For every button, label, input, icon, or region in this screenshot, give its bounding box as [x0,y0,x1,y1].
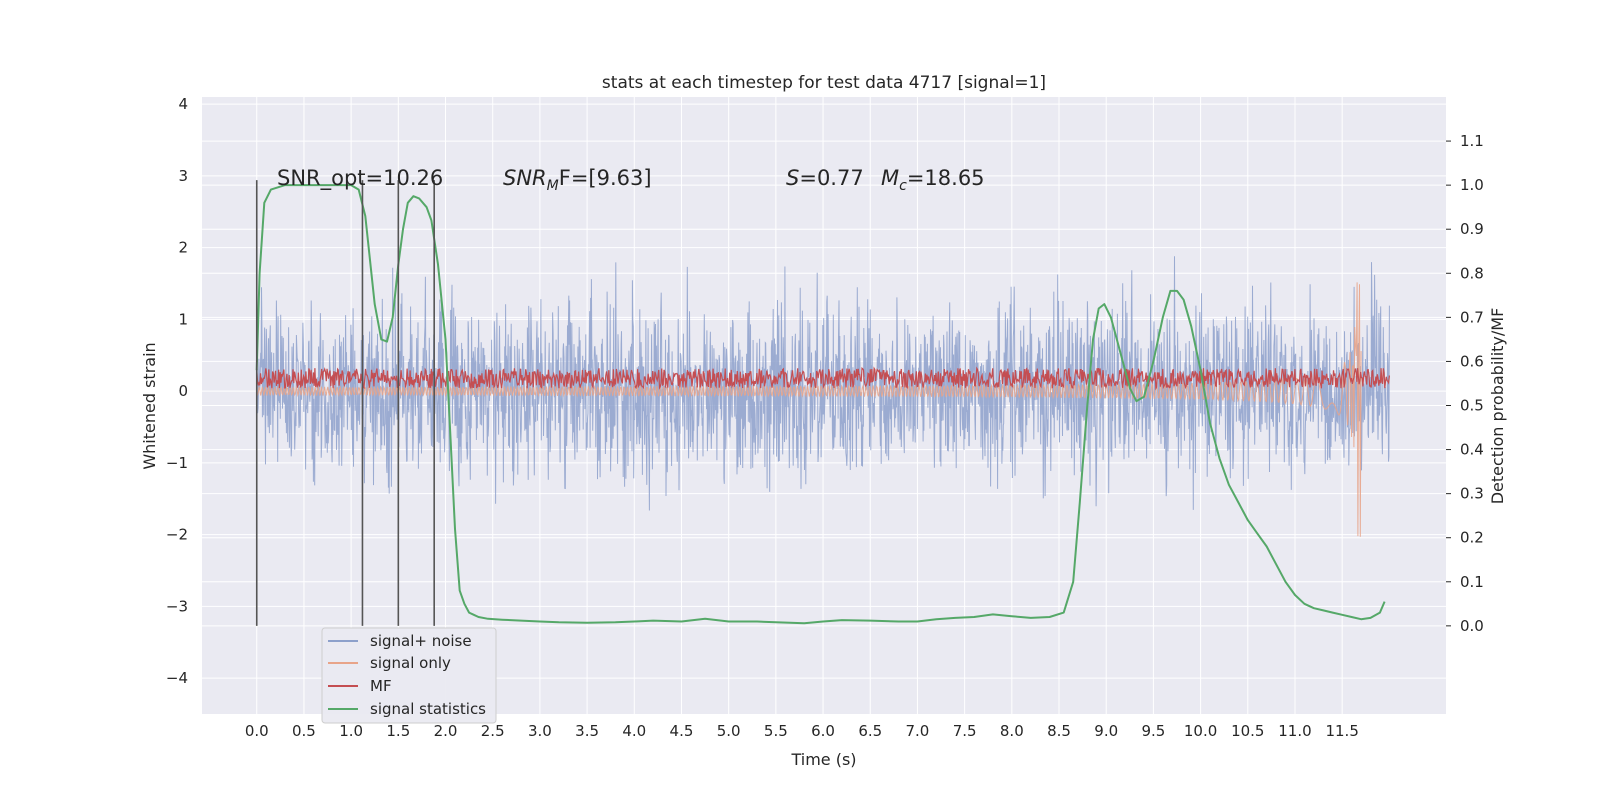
y2-tick-label: 1.1 [1460,132,1484,150]
x-tick-label: 4.5 [670,722,694,740]
y-axis-label: Whitened strain [140,342,159,469]
series-mf [256,366,1390,391]
series-layer [255,184,1390,625]
x-tick-label: 10.0 [1184,722,1217,740]
x-tick-label: 0.5 [292,722,316,740]
x-tick-label: 6.5 [858,722,882,740]
y-tick-labels: 4 3 2 1 0 −1 −2 −3 −4 [166,95,188,687]
x-tick-label: 3.0 [528,722,552,740]
chart-title: stats at each timestep for test data 471… [602,73,1046,93]
series-signal-statistics [255,184,1386,625]
annotation-mc: Mc=18.65 [881,166,985,194]
x-tick-labels: 0.0 0.5 1.0 1.5 2.0 2.5 3.0 3.5 4.0 4.5 5.0 5.5 6.0 6… [245,722,1359,740]
y2-tick-label: 0.1 [1460,573,1484,591]
y2-tick-label: 0.3 [1460,485,1484,503]
legend-label-mf: MF [370,677,392,695]
y2-tick-label: 0.7 [1460,308,1484,326]
x-tick-label: 9.0 [1094,722,1118,740]
x-tick-label: 8.5 [1047,722,1071,740]
y2-tick-label: 0.8 [1460,264,1484,282]
x-tick-label: 7.5 [953,722,977,740]
y-tick-label: −4 [166,669,188,687]
legend-label-signal-noise: signal+ noise [370,632,472,650]
x-tick-label: 5.0 [717,722,741,740]
x-tick-label: 10.5 [1231,722,1264,740]
annotation-snr-mf: SNRMF=[9.63] [503,166,652,194]
y-tick-label: 4 [178,95,188,113]
x-tick-label: 8.0 [1000,722,1024,740]
x-tick-label: 11.0 [1278,722,1311,740]
x-tick-label: 0.0 [245,722,269,740]
legend-label-signal-only: signal only [370,654,451,672]
y2-tick-labels: 1.1 1.0 0.9 0.8 0.7 0.6 0.5 0.4 0.3 0.2 0.1 0.0 [1446,132,1484,635]
y2-axis-label: Detection probability/MF [1488,308,1507,505]
x-axis-label: Time (s) [790,750,856,769]
y2-tick-label: 1.0 [1460,176,1484,194]
x-tick-label: 7.0 [906,722,930,740]
legend-box [321,627,497,724]
y-tick-label: −2 [166,526,188,544]
y-tick-label: −3 [166,597,188,615]
x-tick-label: 11.5 [1325,722,1358,740]
y-tick-label: 1 [178,310,188,328]
y-tick-label: 2 [178,239,188,257]
y2-tick-label: 0.4 [1460,441,1484,459]
y2-tick-label: 0.9 [1460,220,1484,238]
x-tick-label: 1.0 [339,722,363,740]
y2-tick-label: 0.0 [1460,617,1484,635]
x-tick-label: 9.5 [1141,722,1165,740]
y-tick-label: 0 [178,382,188,400]
x-tick-label: 6.0 [811,722,835,740]
legend: signal+ noise signal only MF signal stat… [321,627,497,724]
y2-tick-label: 0.5 [1460,397,1484,415]
y2-tick-label: 0.2 [1460,529,1484,547]
annotation-snr-opt: SNR_opt=10.26 [277,166,443,191]
legend-label-signal-statistics: signal statistics [370,700,486,718]
x-tick-label: 1.5 [386,722,410,740]
x-tick-label: 2.0 [434,722,458,740]
y-tick-label: −1 [166,454,188,472]
x-tick-label: 4.0 [622,722,646,740]
x-tick-label: 3.5 [575,722,599,740]
vertical-markers [255,180,435,626]
x-tick-label: 5.5 [764,722,788,740]
y-tick-label: 3 [178,167,188,185]
annotation-s: S=0.77 [786,166,864,190]
x-tick-label: 2.5 [481,722,505,740]
y2-tick-label: 0.6 [1460,352,1484,370]
